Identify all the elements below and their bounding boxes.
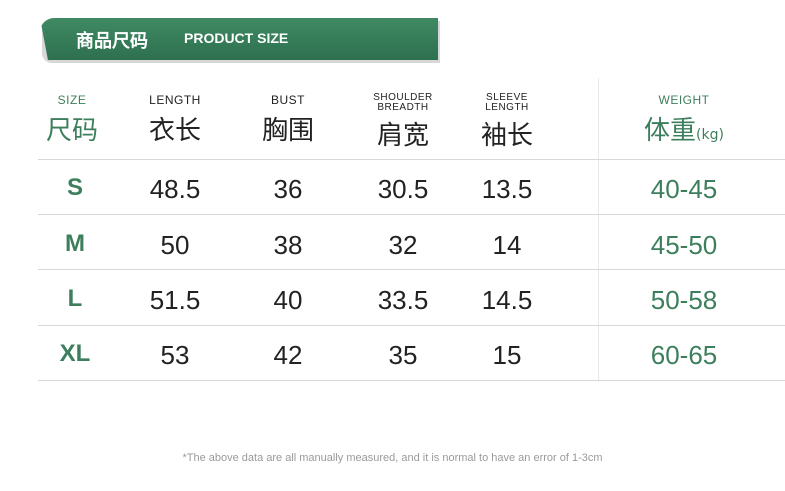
- cell-sleeve: 14.5: [481, 285, 533, 315]
- header-size: SIZE 尺码: [40, 92, 104, 154]
- header-weight-en: WEIGHT: [658, 93, 710, 107]
- header-bust-cn: 胸围: [261, 116, 314, 146]
- column-divider: [598, 78, 599, 382]
- cell-size: S: [66, 174, 83, 201]
- section-banner: 商品尺码 PRODUCT SIZE: [40, 18, 440, 63]
- header-weight-unit: (kg): [696, 127, 724, 143]
- header-bust-en: BUST: [270, 93, 305, 107]
- cell-length: 48.5: [149, 174, 201, 204]
- header-length-en: LENGTH: [149, 93, 201, 107]
- cell-length: 53: [160, 340, 190, 370]
- header-sleeve: SLEEVE LENGTH 袖长: [465, 93, 549, 155]
- cell-bust: 38: [273, 230, 303, 260]
- row-divider: [38, 159, 785, 160]
- header-size-en: SIZE: [57, 93, 87, 107]
- cell-weight: 45-50: [650, 230, 718, 260]
- cell-bust: 40: [273, 285, 303, 315]
- header-sleeve-cn: 袖长: [480, 121, 533, 151]
- banner-title-cn: 商品尺码: [76, 31, 148, 52]
- cell-size: M: [65, 230, 85, 257]
- header-sleeve-en-line1: SLEEVE: [486, 92, 528, 103]
- cell-shoulder: 35: [388, 340, 418, 370]
- header-shoulder-en-line1: SHOULDER: [373, 92, 433, 103]
- row-divider: [38, 325, 785, 326]
- header-shoulder: SHOULDER BREADTH 肩宽: [360, 93, 446, 155]
- row-divider: [38, 214, 785, 215]
- header-weight-cn: 体重(kg): [630, 110, 738, 147]
- banner-title-en: PRODUCT SIZE: [184, 30, 289, 46]
- cell-size: L: [67, 285, 83, 312]
- row-divider: [38, 269, 785, 270]
- cell-length: 50: [160, 230, 190, 260]
- measurement-note: *The above data are all manually measure…: [182, 452, 603, 464]
- header-size-cn: 尺码: [45, 116, 98, 146]
- header-weight-cn-text: 体重: [644, 116, 697, 146]
- cell-sleeve: 13.5: [481, 174, 533, 204]
- row-divider: [38, 380, 785, 381]
- header-length: LENGTH 衣长: [130, 92, 220, 154]
- banner-bar: [40, 18, 438, 60]
- header-sleeve-en-line2: LENGTH: [485, 102, 529, 113]
- header-weight: WEIGHT 体重(kg): [630, 92, 738, 154]
- cell-weight: 50-58: [650, 285, 718, 315]
- header-shoulder-en-line2: BREADTH: [377, 102, 429, 113]
- header-sleeve-en: SLEEVE LENGTH: [465, 93, 549, 113]
- cell-sleeve: 15: [492, 340, 522, 370]
- cell-shoulder: 33.5: [377, 285, 429, 315]
- header-bust: BUST 胸围: [245, 92, 331, 154]
- cell-sleeve: 14: [492, 230, 522, 260]
- cell-shoulder: 32: [388, 230, 418, 260]
- cell-bust: 36: [273, 174, 303, 204]
- header-shoulder-en: SHOULDER BREADTH: [360, 93, 446, 113]
- cell-bust: 42: [273, 340, 303, 370]
- cell-length: 51.5: [149, 285, 201, 315]
- cell-weight: 40-45: [650, 174, 718, 204]
- cell-shoulder: 30.5: [377, 174, 429, 204]
- cell-weight: 60-65: [650, 340, 718, 370]
- header-shoulder-cn: 肩宽: [376, 121, 429, 151]
- header-length-cn: 衣长: [148, 116, 201, 146]
- cell-size: XL: [59, 340, 91, 367]
